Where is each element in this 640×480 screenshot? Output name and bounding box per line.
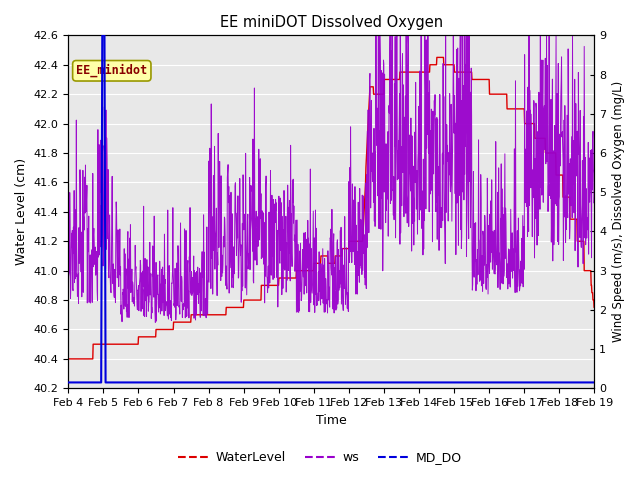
Legend: WaterLevel, ws, MD_DO: WaterLevel, ws, MD_DO (173, 446, 467, 469)
X-axis label: Time: Time (316, 414, 347, 427)
Text: EE_minidot: EE_minidot (76, 64, 147, 77)
Title: EE miniDOT Dissolved Oxygen: EE miniDOT Dissolved Oxygen (220, 15, 443, 30)
Y-axis label: Wind Speed (m/s), Dissolved Oxygen (mg/L): Wind Speed (m/s), Dissolved Oxygen (mg/L… (612, 81, 625, 342)
Y-axis label: Water Level (cm): Water Level (cm) (15, 158, 28, 265)
